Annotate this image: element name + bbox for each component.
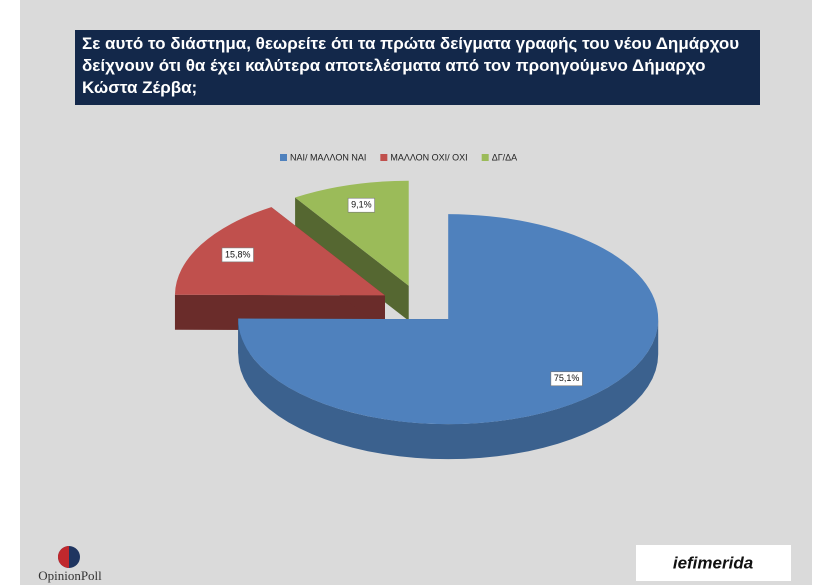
label-box xyxy=(347,197,375,213)
legend-swatch xyxy=(481,154,489,161)
data-label: 15,8% xyxy=(225,249,251,259)
logo-box xyxy=(636,545,791,581)
slice xyxy=(174,207,385,296)
logo-text: OpinionPoll xyxy=(38,568,102,583)
chart-title: Σε αυτό το διάστημα, θεωρείτε ότι τα πρώ… xyxy=(82,34,740,97)
data-label: 9,1% xyxy=(351,200,372,210)
label-box xyxy=(221,247,254,263)
legend-label: ΔΓ/ΔΑ xyxy=(492,152,517,162)
label-box xyxy=(550,371,583,387)
title-box xyxy=(75,30,760,105)
legend-label: ΝΑΙ/ ΜΑΛΛΟΝ ΝΑΙ xyxy=(290,152,366,162)
title-wrap: Σε αυτό το διάστημα, θεωρείτε ότι τα πρώ… xyxy=(82,34,740,97)
slice xyxy=(295,180,409,286)
legend-swatch xyxy=(280,154,287,161)
legend-swatch xyxy=(380,154,388,161)
slice-side xyxy=(295,197,409,321)
logo-half xyxy=(58,546,69,568)
data-label: 75,1% xyxy=(554,373,580,383)
logo-text: iefimerida xyxy=(673,553,753,572)
legend-label: ΜΑΛΛΟΝ ΟΧΙ/ ΟΧΙ xyxy=(390,152,467,162)
slice-wall xyxy=(238,319,659,460)
